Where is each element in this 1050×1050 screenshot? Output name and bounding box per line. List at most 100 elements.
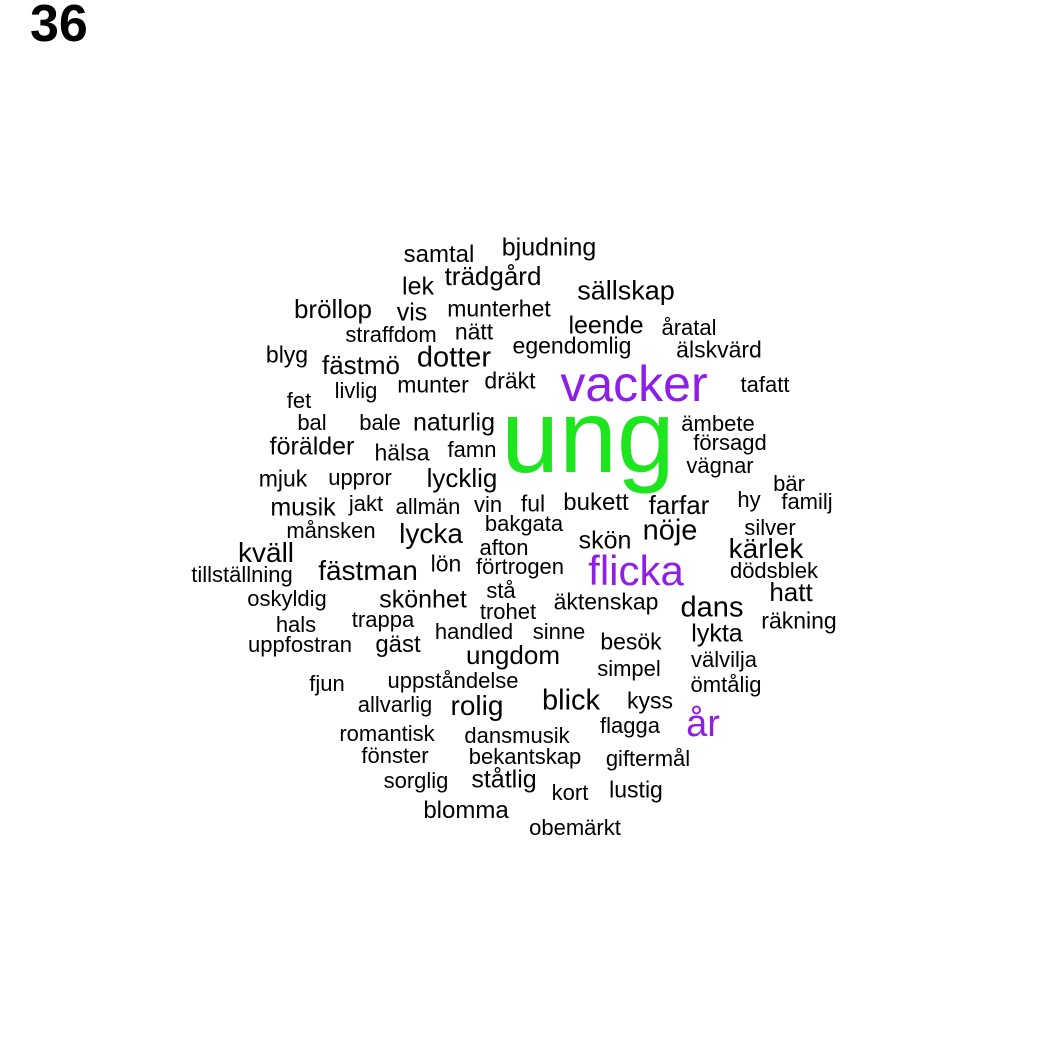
word-flagga: flagga — [600, 713, 660, 738]
word-giftermal: giftermål — [605, 746, 691, 771]
word-sorglig: sorglig — [383, 768, 449, 793]
word-bale: bale — [359, 410, 401, 435]
word-skon: skön — [578, 526, 632, 555]
word-flicka: flicka — [588, 547, 684, 594]
word-kort: kort — [551, 780, 589, 805]
word-hatt: hatt — [769, 577, 813, 607]
word-vagnar: vägnar — [686, 453, 754, 478]
word-alskvard: älskvärd — [676, 336, 762, 363]
word-straffdom: straffdom — [345, 322, 437, 347]
word-handled: handled — [434, 619, 514, 644]
word-foralder: förälder — [269, 432, 355, 461]
word-natt: nätt — [454, 318, 494, 345]
word-famn: famn — [447, 437, 497, 462]
word-fastman: fästman — [318, 555, 418, 586]
word-jakt: jakt — [348, 491, 384, 516]
word-lek: lek — [402, 272, 434, 301]
word-sta: stå — [486, 578, 516, 603]
word-lon: lön — [430, 550, 462, 577]
word-afton: afton — [479, 535, 529, 560]
word-omtalig: ömtålig — [690, 672, 762, 697]
word-fet: fet — [286, 388, 312, 413]
word-kyss: kyss — [627, 687, 673, 714]
word-farfar: farfar — [648, 490, 710, 520]
word-lycklig: lycklig — [426, 463, 498, 493]
word-blomma: blomma — [423, 797, 509, 824]
word-dansmusik: dansmusik — [464, 723, 570, 748]
word-bjudning: bjudning — [501, 233, 597, 262]
word-silver: silver — [744, 515, 796, 540]
word-obemarkt: obemärkt — [529, 815, 621, 840]
word-tafatt: tafatt — [740, 372, 790, 397]
word-fortrogen: förtrogen — [475, 554, 565, 579]
word-aratal: åratal — [661, 315, 717, 340]
word-kvall: kväll — [237, 537, 295, 568]
word-drakt: dräkt — [484, 367, 536, 394]
word-naturlig: naturlig — [413, 408, 495, 437]
word-noje: nöje — [642, 514, 698, 547]
word-lycka: lycka — [399, 518, 463, 549]
word-bukett: bukett — [563, 489, 629, 516]
word-halsa: hälsa — [374, 439, 430, 466]
word-aktenskap: äktenskap — [553, 588, 659, 615]
word-tillstallning: tillställning — [191, 562, 293, 587]
word-hy: hy — [737, 487, 761, 512]
word-fonster: fönster — [361, 743, 429, 768]
word-valvilja: välvilja — [690, 647, 758, 672]
word-trappa: trappa — [351, 607, 415, 632]
word-lustig: lustig — [609, 776, 663, 803]
word-allvarlig: allvarlig — [357, 692, 433, 717]
word-munterhet: munterhet — [447, 295, 551, 322]
word-bekantskap: bekantskap — [468, 744, 582, 769]
word-lykta: lykta — [691, 619, 743, 648]
word-brollop: bröllop — [293, 294, 373, 324]
word-skonhet: skönhet — [379, 585, 467, 614]
word-dans: dans — [680, 591, 744, 624]
word-leende: leende — [568, 311, 644, 340]
word-ungdom: ungdom — [466, 640, 560, 670]
word-hals: hals — [275, 612, 317, 637]
word-gast: gäst — [375, 631, 421, 658]
word-blick: blick — [541, 684, 601, 717]
word-besok: besök — [600, 628, 662, 655]
word-uppstandelse: uppståndelse — [387, 668, 519, 693]
word-egendomlig: egendomlig — [512, 332, 632, 359]
word-rolig: rolig — [450, 690, 504, 721]
word-oskyldig: oskyldig — [247, 586, 327, 611]
word-karlek: kärlek — [728, 533, 804, 564]
word-statlig: ståtlig — [471, 765, 537, 794]
word-uppror: uppror — [328, 465, 392, 490]
word-trohet: trohet — [479, 599, 537, 624]
word-musik: musik — [270, 493, 336, 522]
word-ful: ful — [520, 490, 546, 517]
word-allman: allmän — [395, 494, 461, 519]
word-bal: bal — [297, 410, 327, 435]
word-uppfostran: uppfostran — [248, 632, 352, 657]
word-bakgata: bakgata — [484, 511, 564, 536]
page-number: 36 — [30, 0, 88, 53]
word-fastmo: fästmö — [321, 350, 401, 380]
word-livlig: livlig — [334, 378, 378, 403]
word-vin: vin — [473, 492, 503, 517]
word-vis: vis — [396, 298, 428, 327]
word-ung: ung — [501, 379, 675, 495]
word-fjun: fjun — [309, 671, 345, 696]
word-ar: år — [686, 703, 720, 745]
word-sinne: sinne — [532, 619, 586, 644]
word-forsagd: försagd — [693, 430, 767, 455]
word-rakning: räkning — [761, 607, 837, 634]
word-mjuk: mjuk — [258, 465, 308, 492]
word-dotter: dotter — [416, 341, 492, 374]
word-tradgard: trädgård — [444, 261, 542, 291]
word-simpel: simpel — [597, 656, 661, 681]
word-blyg: blyg — [265, 341, 309, 368]
word-munter: munter — [397, 371, 469, 398]
word-vacker: vacker — [560, 356, 708, 412]
word-dodsblek: dödsblek — [729, 558, 819, 583]
word-ambete: ämbete — [681, 411, 755, 436]
word-familj: familj — [781, 489, 833, 514]
word-bar: bär — [773, 471, 805, 496]
word-mansken: månsken — [286, 518, 376, 543]
